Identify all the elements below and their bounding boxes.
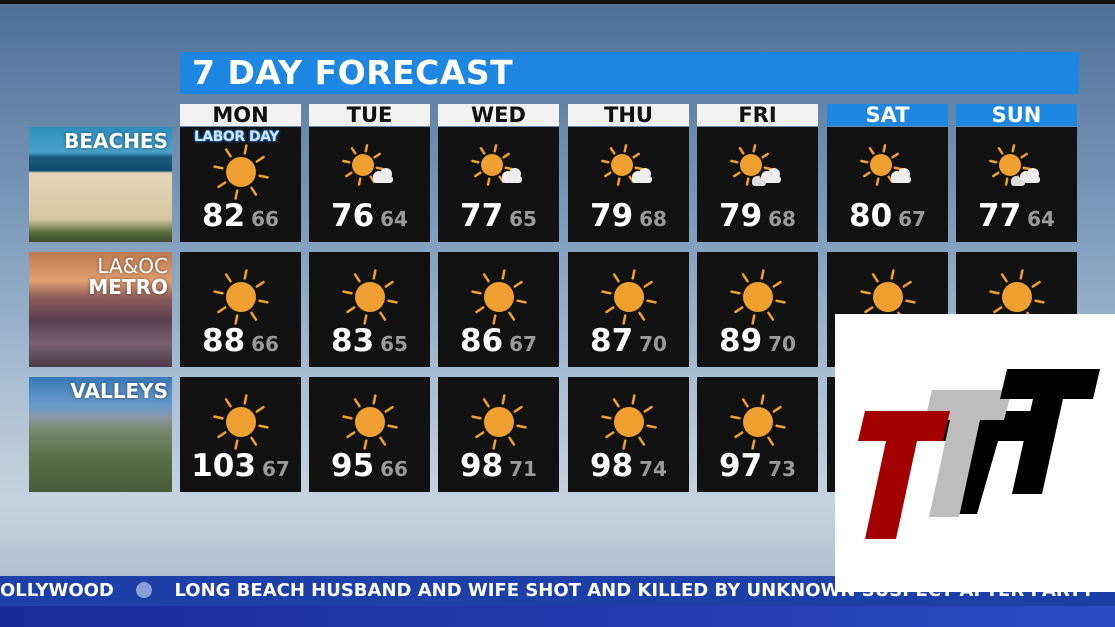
high-temp: 77 [460,198,504,234]
low-temp: 73 [768,457,796,481]
holiday-tag: LABOR DAY [194,129,279,145]
high-temp: 97 [719,448,763,484]
top-border [0,0,1115,4]
forecast-cell: 83 65 [309,252,430,367]
low-temp: 70 [639,332,667,356]
high-temp: 88 [202,323,246,359]
partly-cloudy-icon [727,141,789,203]
sun-icon [339,391,401,453]
sun-icon [857,266,919,328]
high-temp: 82 [202,198,246,234]
forecast-cell: 87 70 [568,252,689,367]
forecast-cell: 80 67 [827,127,948,242]
forecast-cell: 77 65 [438,127,559,242]
forecast-cell: 95 66 [309,377,430,492]
day-header-sat: SAT [827,104,948,127]
high-temp: 83 [331,323,375,359]
partly-cloudy-icon [468,141,530,203]
high-temp: 79 [719,198,763,234]
high-temp: 80 [849,198,893,234]
day-header-tue: TUE [309,104,430,127]
partly-cloudy-icon [857,141,919,203]
low-temp: 71 [509,457,537,481]
high-temp: 98 [590,448,634,484]
partly-cloudy-icon [598,141,660,203]
low-temp: 65 [509,207,537,231]
forecast-cell: 77 64 [956,127,1077,242]
low-temp: 66 [380,457,408,481]
low-temp: 64 [1027,207,1055,231]
region-label: METRO [88,275,168,299]
low-temp: 65 [380,332,408,356]
high-temp: 86 [460,323,504,359]
day-header-fri: FRI [697,104,818,127]
sun-icon [210,266,272,328]
sun-icon [727,391,789,453]
sun-icon [727,266,789,328]
day-header-sun: SUN [956,104,1077,127]
forecast-cell: LABOR DAY 82 66 [180,127,301,242]
high-temp: 79 [590,198,634,234]
partly-cloudy-icon [339,141,401,203]
bottom-bar [0,606,1115,627]
region-valleys: VALLEYS [29,377,172,492]
sun-icon [986,266,1048,328]
forecast-cell: 98 71 [438,377,559,492]
sun-icon [598,266,660,328]
low-temp: 74 [639,457,667,481]
region-label-line1: LA&OC [97,254,168,278]
high-temp: 103 [191,448,256,484]
high-temp: 87 [590,323,634,359]
region-beaches: BEACHES [29,127,172,242]
region-metro: LA&OC METRO [29,252,172,367]
sun-icon [598,391,660,453]
ttt-logo [835,314,1115,592]
forecast-cell: 98 74 [568,377,689,492]
sun-icon [210,141,272,203]
low-temp: 68 [639,207,667,231]
low-temp: 67 [509,332,537,356]
region-label: VALLEYS [70,379,168,403]
forecast-title: 7 DAY FORECAST [180,52,1079,94]
sun-icon [468,266,530,328]
high-temp: 76 [331,198,375,234]
forecast-cell: 79 68 [697,127,818,242]
ticker-text-left: OLLYWOOD [0,580,114,601]
forecast-cell: 86 67 [438,252,559,367]
forecast-cell: 88 66 [180,252,301,367]
low-temp: 70 [768,332,796,356]
low-temp: 66 [251,332,279,356]
forecast-cell: 76 64 [309,127,430,242]
forecast-cell: 89 70 [697,252,818,367]
day-header-wed: WED [438,104,559,127]
day-header-mon: MON [180,104,301,127]
partly-cloudy-icon [986,141,1048,203]
forecast-cell: 79 68 [568,127,689,242]
region-label: BEACHES [64,129,168,153]
ttt-logo-graphic [858,369,1100,539]
high-temp: 77 [978,198,1022,234]
low-temp: 67 [898,207,926,231]
high-temp: 89 [719,323,763,359]
high-temp: 95 [331,448,375,484]
cbs-eye-icon [136,582,153,598]
sun-icon [339,266,401,328]
low-temp: 67 [261,457,290,481]
forecast-cell: 103 67 [180,377,301,492]
sun-icon [210,391,272,453]
day-header-thu: THU [568,104,689,127]
high-temp: 98 [460,448,504,484]
low-temp: 68 [768,207,796,231]
forecast-cell: 97 73 [697,377,818,492]
low-temp: 66 [251,207,279,231]
low-temp: 64 [380,207,408,231]
sun-icon [468,391,530,453]
